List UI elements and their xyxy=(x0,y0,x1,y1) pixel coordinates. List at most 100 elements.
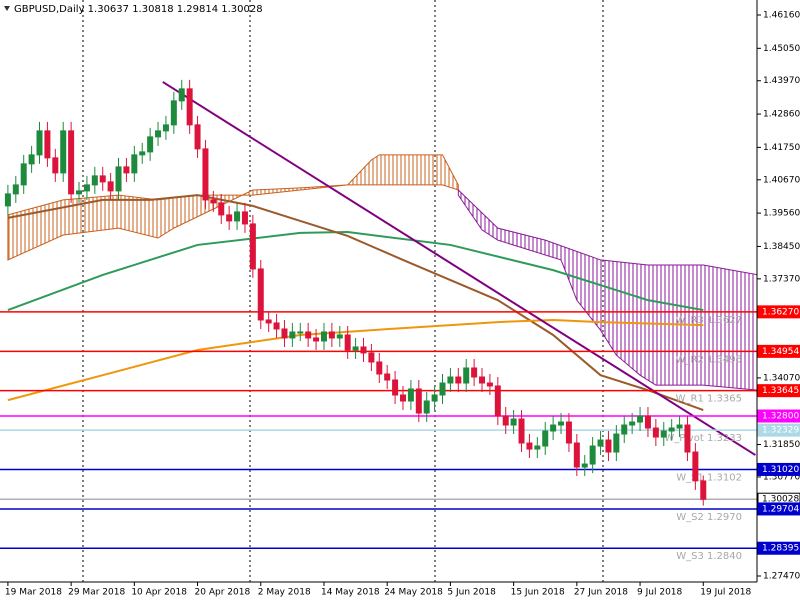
level-text: W_S1 1.3102 xyxy=(676,472,742,483)
level-text: W_Pivot 1.3233 xyxy=(664,433,742,444)
level-price-label: 1.31020 xyxy=(762,465,799,475)
candle-body xyxy=(139,151,146,156)
chart-title: GBPUSD,Daily 1.30637 1.30818 1.29814 1.3… xyxy=(14,4,263,15)
candle-body xyxy=(621,424,628,435)
candle-body xyxy=(684,424,691,453)
symbol-icon xyxy=(4,6,10,11)
candle-body xyxy=(186,88,193,126)
candle-body xyxy=(415,388,422,414)
y-tick-label: 1.42860 xyxy=(763,110,800,120)
y-tick-label: 1.43970 xyxy=(763,76,800,86)
candle-body xyxy=(20,163,27,186)
candle-body xyxy=(700,480,707,500)
level-price-label: 1.32800 xyxy=(762,412,799,422)
candle-body xyxy=(36,130,43,156)
candle-body xyxy=(265,319,272,324)
candle-body xyxy=(44,130,51,159)
candle-body xyxy=(463,367,470,384)
y-tick-label: 1.37370 xyxy=(763,274,800,284)
candle-body xyxy=(297,331,304,334)
candle-body xyxy=(660,430,667,438)
indicator-line xyxy=(7,318,704,402)
candle-body xyxy=(328,331,335,339)
candle-body xyxy=(629,421,636,426)
candle-body xyxy=(558,421,565,426)
candle-body xyxy=(123,166,130,174)
x-tick-label: 27 Jun 2018 xyxy=(574,588,628,598)
candle-body xyxy=(613,433,620,453)
x-tick-label: 14 May 2018 xyxy=(321,588,380,598)
candle-body xyxy=(644,415,651,429)
level-price-box xyxy=(757,423,800,437)
candle-body xyxy=(431,394,438,402)
candle-body xyxy=(99,175,106,183)
indicator-line xyxy=(7,194,704,411)
x-tick-label: 24 May 2018 xyxy=(384,588,443,598)
x-tick-label: 10 Apr 2018 xyxy=(131,588,187,598)
level-price-label: 1.28395 xyxy=(762,544,799,554)
y-tick-label: 1.45050 xyxy=(763,44,800,54)
candle-body xyxy=(320,331,327,342)
candle-body xyxy=(170,100,177,126)
candle-body xyxy=(210,199,217,204)
candle-body xyxy=(4,193,11,207)
candle-body xyxy=(115,166,122,192)
candle-body xyxy=(305,331,312,339)
candle-body xyxy=(534,445,541,450)
candle-body xyxy=(550,424,557,432)
indicator-line xyxy=(162,81,756,456)
candle-body xyxy=(384,373,391,381)
candle-body xyxy=(178,88,185,102)
candle-body xyxy=(76,190,83,195)
level-price-box xyxy=(757,409,800,423)
level-price-label: 1.32329 xyxy=(762,426,799,436)
level-price-box xyxy=(757,384,800,398)
axes: 1.46160 1.45050 1.43970 1.42860 1.41750 1.406… xyxy=(5,11,800,598)
candle-body xyxy=(249,223,256,270)
candle-body xyxy=(352,346,359,351)
level-text: W_R3 1.3627 xyxy=(676,315,742,326)
candle-body xyxy=(605,439,612,453)
level-price-box xyxy=(757,502,800,516)
candle-body xyxy=(147,136,154,153)
candle-body xyxy=(392,379,399,396)
candle-body xyxy=(83,184,90,192)
candle-body xyxy=(368,352,375,363)
candle-body xyxy=(155,130,162,138)
candle-body xyxy=(202,148,209,201)
candle-body xyxy=(107,181,114,192)
level-price-label: 1.34954 xyxy=(762,347,799,357)
candle-body xyxy=(376,361,383,375)
candle-body xyxy=(494,385,501,417)
level-price-box xyxy=(757,462,800,476)
candle-body xyxy=(676,424,683,429)
candle-body xyxy=(234,211,241,222)
y-tick-label: 1.41750 xyxy=(763,143,800,153)
level-price-label: 1.30028 xyxy=(762,495,799,505)
candle-body xyxy=(162,124,169,132)
candle-body xyxy=(510,418,517,426)
candle-body xyxy=(652,427,659,438)
candle-body xyxy=(52,157,59,174)
candle-body xyxy=(542,430,549,447)
candle-body xyxy=(471,367,478,378)
candle-body xyxy=(447,376,454,384)
y-tick-label: 1.31850 xyxy=(763,440,800,450)
candle-body xyxy=(313,337,320,342)
y-tick-label: 1.30770 xyxy=(763,472,800,482)
candle-body xyxy=(360,346,367,354)
candle-body xyxy=(257,268,264,321)
candle-body xyxy=(597,439,604,447)
candle-body xyxy=(336,334,343,339)
level-price-label: 1.36270 xyxy=(762,307,799,317)
candle-body xyxy=(439,382,446,396)
candle-body xyxy=(60,130,67,174)
candle-body xyxy=(479,376,486,384)
level-price-box xyxy=(757,541,800,555)
candle-body xyxy=(131,154,138,174)
time-axis-panel xyxy=(0,582,800,600)
candle-body xyxy=(692,451,699,482)
level-price-label: 1.33645 xyxy=(762,386,799,396)
